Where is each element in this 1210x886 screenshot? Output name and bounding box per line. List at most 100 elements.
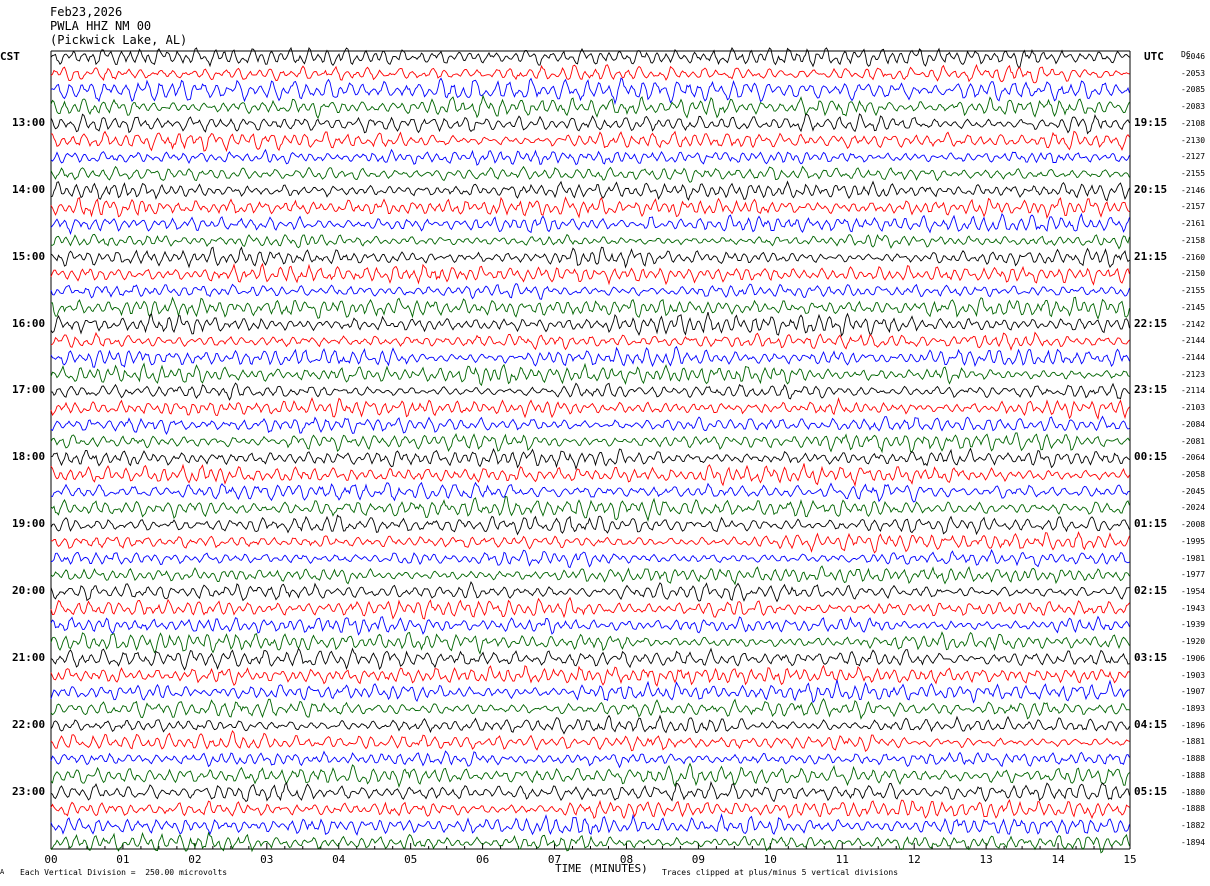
seismic-trace-7 (50, 148, 1130, 166)
dc-offset-label: -2108 (1181, 118, 1206, 128)
dc-offset-label: -1907 (1181, 687, 1206, 697)
dc-offset-label: -2150 (1181, 269, 1206, 279)
right-time-label: 02:15 (1134, 583, 1168, 597)
seismic-trace-11 (50, 212, 1130, 236)
dc-offset-label: -2064 (1181, 453, 1206, 463)
seismic-trace-1 (50, 46, 1130, 68)
x-tick-label: 06 (475, 853, 490, 866)
seismic-trace-39 (50, 679, 1130, 704)
seismic-trace-38 (50, 664, 1130, 687)
dc-offset-label: -1981 (1181, 553, 1206, 563)
dc-offset-label: -1995 (1181, 536, 1206, 546)
dc-offset-label: -1903 (1181, 670, 1206, 680)
dc-offset-label: -2146 (1181, 185, 1206, 195)
x-tick-label: 07 (547, 853, 562, 866)
dc-offset-label: -1896 (1181, 720, 1206, 730)
dc-offset-label: -2046 (1181, 52, 1206, 61)
seismic-trace-12 (50, 233, 1130, 250)
seismic-trace-29 (50, 514, 1130, 536)
right-time-label: 03:15 (1134, 650, 1168, 664)
dc-offset-label: -2127 (1181, 152, 1206, 162)
seismic-trace-9 (50, 180, 1130, 202)
seismic-trace-30 (50, 530, 1130, 554)
left-time-label: 14:00 (12, 182, 46, 196)
seismic-trace-26 (50, 463, 1130, 488)
seismic-trace-24 (50, 432, 1130, 454)
corner-mark: A (0, 868, 5, 876)
seismic-trace-2 (50, 63, 1130, 84)
right-axis-label: UTC (1144, 50, 1164, 63)
dc-offset-label: -2144 (1181, 336, 1206, 346)
seismic-trace-47 (50, 813, 1130, 836)
seismic-trace-5 (50, 113, 1130, 135)
x-tick-label: 11 (835, 853, 849, 866)
dc-offset-label: -1880 (1181, 787, 1206, 797)
left-time-label: 20:00 (12, 583, 46, 597)
dc-offset-label: -2155 (1181, 169, 1206, 178)
seismic-trace-32 (50, 565, 1130, 586)
x-tick-label: 03 (260, 853, 274, 866)
seismic-trace-19 (50, 345, 1130, 368)
right-time-label: 20:15 (1134, 182, 1168, 196)
dc-offset-label: -1888 (1181, 770, 1206, 780)
x-axis-label: TIME (MINUTES) (555, 862, 648, 875)
x-tick-label: 09 (691, 853, 706, 866)
seismic-trace-8 (50, 165, 1130, 183)
left-time-label: 19:00 (12, 517, 46, 530)
seismic-trace-23 (50, 415, 1130, 436)
seismic-trace-33 (50, 580, 1130, 603)
seismic-trace-40 (50, 697, 1130, 720)
dc-offset-label: -2144 (1181, 352, 1206, 362)
seismic-trace-20 (50, 362, 1130, 387)
dc-offset-label: -2161 (1181, 219, 1206, 229)
dc-offset-label: -2142 (1181, 319, 1206, 329)
right-time-label: 23:15 (1134, 383, 1168, 397)
dc-offset-label: -2155 (1181, 286, 1206, 295)
seismic-trace-27 (50, 481, 1130, 503)
seismic-trace-22 (50, 396, 1130, 420)
dc-offset-label: -1939 (1181, 620, 1206, 630)
dc-offset-label: -2081 (1181, 436, 1206, 446)
x-tick-label: 05 (404, 853, 418, 866)
right-time-label: 22:15 (1134, 316, 1168, 330)
seismic-trace-35 (50, 615, 1130, 636)
seismic-trace-43 (50, 750, 1130, 769)
clip-note: Traces clipped at plus/minus 5 vertical … (662, 868, 899, 877)
dc-offset-label: -2145 (1181, 302, 1206, 312)
x-tick-label: 14 (1051, 853, 1065, 866)
dc-offset-label: -2008 (1181, 520, 1206, 529)
x-tick-label: 10 (763, 853, 777, 866)
dc-offset-label: -2085 (1181, 85, 1206, 95)
x-tick-label: 12 (907, 853, 921, 866)
dc-offset-label: -2157 (1181, 202, 1206, 212)
seismic-trace-42 (50, 729, 1130, 752)
seismic-trace-13 (50, 246, 1130, 269)
seismic-trace-16 (50, 296, 1130, 320)
dc-offset-label: -1881 (1181, 737, 1206, 747)
seismic-trace-34 (50, 596, 1130, 620)
dc-offset-label: -1888 (1181, 804, 1206, 814)
x-tick-label: 02 (188, 853, 202, 866)
seismic-trace-6 (50, 130, 1130, 153)
dc-offset-label: -1977 (1181, 570, 1206, 580)
left-time-label: 16:00 (12, 316, 46, 330)
seismic-trace-37 (50, 647, 1130, 671)
seismic-trace-3 (50, 77, 1130, 106)
dc-offset-label: -2103 (1181, 403, 1206, 412)
right-time-label: 21:15 (1134, 249, 1168, 263)
dc-offset-label: -2045 (1181, 486, 1206, 496)
dc-offset-label: -1943 (1181, 603, 1206, 613)
left-time-label: 15:00 (12, 249, 46, 263)
dc-header: DC (1181, 50, 1191, 59)
header-date: Feb23,2026 (50, 5, 123, 19)
dc-offset-label: -2114 (1181, 386, 1206, 396)
dc-offset-label: -2024 (1181, 503, 1206, 513)
dc-offset-label: -2058 (1181, 469, 1206, 479)
seismic-trace-10 (50, 196, 1130, 219)
x-tick-label: 04 (332, 853, 346, 866)
seismic-trace-18 (50, 331, 1130, 352)
left-time-label: 23:00 (12, 784, 46, 798)
dc-offset-label: -1920 (1181, 637, 1206, 647)
right-time-label: 01:15 (1134, 517, 1168, 530)
